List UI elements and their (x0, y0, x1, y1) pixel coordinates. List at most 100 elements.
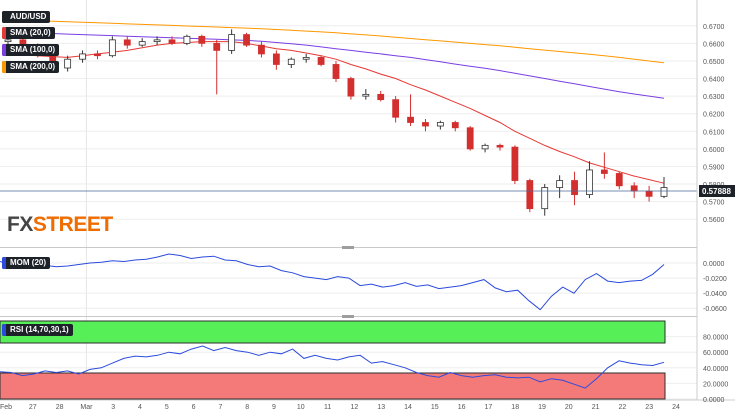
sma-20-path (7, 41, 665, 184)
candle-body (138, 41, 146, 46)
x-tick-label: 15 (431, 404, 439, 411)
candle-body (302, 57, 310, 60)
legend-sma200[interactable]: SMA (200,0) (2, 61, 60, 73)
sma-100-line (7, 31, 665, 99)
panel-resize-handle[interactable] (342, 246, 354, 249)
momentum-panel-label[interactable]: MOM (20) (2, 257, 50, 269)
x-tick-label: 22 (619, 404, 627, 411)
rsi-swatch (2, 324, 6, 336)
x-tick-label: 6 (192, 404, 196, 411)
candle-body (213, 42, 221, 51)
candle-body (436, 122, 444, 127)
candle-body (168, 39, 176, 44)
price-tick-label: 0.6700 (703, 24, 725, 31)
x-tick-label: 28 (56, 404, 64, 411)
rsi-panel-label[interactable]: RSI (14,70,30,1) (2, 324, 73, 336)
x-tick-label: 13 (377, 404, 385, 411)
candle-body (228, 34, 236, 51)
x-tick-label: 10 (297, 404, 305, 411)
candle-body (258, 44, 265, 55)
rsi-tick-label: 60.0000 (703, 350, 728, 357)
x-tick-label: 9 (272, 404, 276, 411)
sma200-swatch (2, 61, 6, 73)
x-tick-label: 14 (404, 404, 412, 411)
candle-body (183, 35, 191, 44)
x-tick-label: 8 (245, 404, 249, 411)
candle-body (511, 146, 519, 181)
x-tick-label: 11 (324, 404, 331, 411)
rsi-zones (0, 320, 666, 400)
price-tick-label: 0.6600 (703, 41, 725, 48)
candle-body (630, 185, 638, 192)
candle-body (243, 34, 250, 46)
sma-100-path (7, 31, 665, 99)
candle-body (451, 122, 459, 129)
candle-body (496, 144, 504, 148)
legend-sma20-text: SMA (20,0) (10, 28, 51, 37)
logo-part-2: STREET (32, 213, 113, 236)
x-tick-label: 4 (138, 404, 142, 411)
candle-body (466, 127, 474, 150)
x-tick-label: 18 (511, 404, 519, 411)
x-axis: Feb 27 28 Mar 3 4 5 6 7 8 9 10 11 12 13 14 15 16 17 18 19 20 2… (0, 404, 680, 411)
instrument-label[interactable]: AUD/USD (2, 11, 51, 23)
candle-body (317, 57, 325, 65)
sma100-swatch (2, 44, 6, 56)
momentum-tick-label: 0.0000 (703, 261, 725, 268)
candle-body (541, 187, 549, 210)
x-tick-label: 24 (672, 404, 680, 411)
candle-body (153, 39, 161, 43)
logo-part-1: FX (7, 213, 33, 236)
candle-body (362, 93, 370, 97)
rsi-tick-label: 20.0000 (703, 381, 728, 388)
price-tick-label: 0.5700 (703, 200, 725, 207)
momentum-series (0, 253, 665, 311)
legend-sma100[interactable]: SMA (100,0) (2, 44, 60, 56)
price-tick-label: 0.6400 (703, 77, 725, 84)
candle-body (586, 169, 593, 195)
panel-resize-handle[interactable] (342, 315, 354, 318)
momentum-swatch (2, 257, 6, 269)
momentum-path (0, 253, 665, 311)
price-tick-label: 0.6200 (703, 112, 725, 119)
rsi-path (0, 345, 665, 389)
current-price-label: 0.57888 (699, 185, 735, 197)
instrument-label-text: AUD/USD (10, 12, 47, 21)
price-tick-label: 0.6100 (703, 129, 725, 136)
rsi-tick-label: 0.0000 (703, 397, 725, 404)
sma-20-line (7, 41, 665, 184)
sma-200-line (7, 19, 665, 64)
momentum-tick-label: -0.0400 (703, 291, 727, 298)
x-tick-label: 23 (645, 404, 653, 411)
legend-sma20[interactable]: SMA (20,0) (2, 27, 55, 39)
sma20-swatch (2, 27, 6, 39)
candle-body (660, 187, 668, 197)
momentum-tick-label: -0.0600 (703, 306, 727, 313)
candle-body (108, 39, 116, 57)
rsi-tick-label: 80.0000 (703, 335, 728, 342)
candle-body (79, 53, 86, 60)
candle-body (422, 122, 429, 127)
rsi-label-text: RSI (14,70,30,1) (10, 325, 69, 334)
candle-body (407, 116, 414, 123)
y-axis: 0.6700 0.6600 0.6500 0.6400 0.6300 0.6200 0.61… (703, 24, 728, 404)
candle-body (615, 173, 623, 187)
candle-body (332, 64, 340, 79)
candle-body (526, 180, 534, 210)
candle-body (123, 39, 131, 46)
current-price-value: 0.57888 (702, 187, 731, 196)
legend-sma100-text: SMA (100,0) (10, 45, 56, 54)
x-tick-label: 20 (565, 404, 573, 411)
candle-body (64, 58, 72, 69)
momentum-tick-label: -0.0200 (703, 276, 727, 283)
price-tick-label: 0.5900 (703, 164, 725, 171)
x-tick-label: 5 (165, 404, 169, 411)
price-tick-label: 0.6000 (703, 147, 725, 154)
x-tick-label: 27 (29, 404, 37, 411)
x-tick-label: 19 (538, 404, 546, 411)
candle-body (4, 39, 12, 43)
candle-body (645, 190, 653, 197)
candle-body (287, 58, 295, 65)
